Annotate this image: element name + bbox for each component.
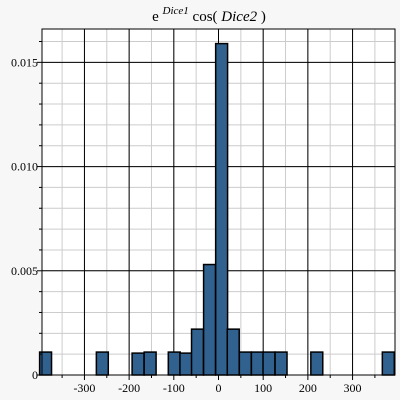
histogram-bar — [38, 351, 53, 376]
x-tick-label: 100 — [254, 381, 272, 395]
histogram-bar — [226, 328, 240, 376]
histogram-bar — [274, 351, 288, 376]
histogram-bar — [190, 328, 205, 376]
x-tick-label: -200 — [118, 381, 140, 395]
x-axis-ticks: -300 -200 -100 0 100 200 300 — [61, 375, 376, 395]
bars-group — [38, 42, 396, 376]
histogram-bar — [214, 42, 229, 376]
x-tick-label: 200 — [299, 381, 317, 395]
histogram-bar — [250, 351, 265, 376]
x-tick-label: 0 — [216, 381, 222, 395]
title-close: ) — [261, 9, 266, 25]
title-arg: Dice2 — [220, 9, 257, 25]
histogram-bar — [202, 263, 217, 376]
histogram-bar — [262, 351, 276, 376]
x-tick-label: 300 — [344, 381, 362, 395]
title-superscript: Dice1 — [162, 5, 189, 17]
y-tick-label: 0 — [32, 368, 38, 382]
histogram-bar — [179, 352, 193, 376]
histogram-bar — [381, 351, 396, 376]
histogram-bar — [131, 352, 145, 376]
title-func: cos( — [193, 9, 218, 25]
title-base: e — [152, 9, 159, 25]
histogram-bar — [95, 351, 110, 376]
y-tick-label: 0.010 — [11, 160, 38, 174]
y-tick-label: 0.015 — [11, 55, 38, 69]
histogram-bar — [310, 351, 324, 376]
x-tick-label: -300 — [73, 381, 95, 395]
chart-title: e Dice1 cos( Dice2 ) — [152, 2, 266, 25]
y-tick-label: 0.005 — [11, 264, 38, 278]
histogram-bar — [143, 351, 157, 376]
histogram-bar — [167, 351, 181, 376]
x-tick-label: -100 — [163, 381, 185, 395]
histogram-bar — [238, 351, 253, 376]
y-axis-ticks: 0 0.005 0.010 0.015 — [11, 41, 42, 382]
